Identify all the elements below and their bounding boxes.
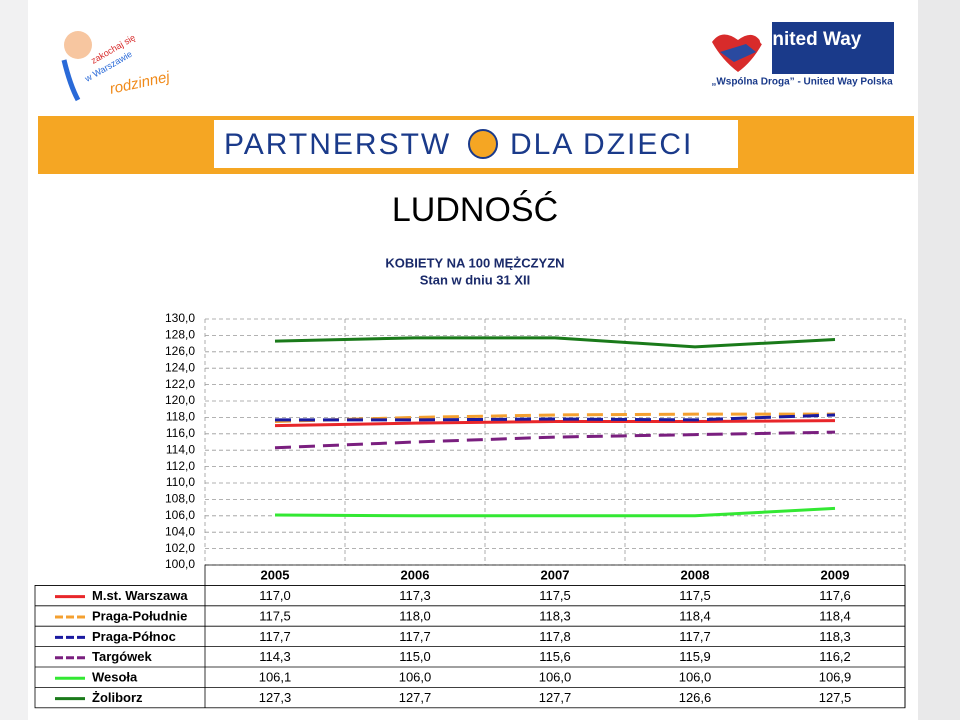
- legend-label: Żoliborz: [92, 690, 143, 705]
- series-line: [274, 430, 836, 450]
- side-band: [918, 0, 960, 720]
- y-tick-label: 100,0: [165, 557, 195, 571]
- table-value: 118,0: [399, 608, 431, 623]
- table-value: 116,2: [819, 649, 851, 664]
- table-value: 115,6: [539, 649, 571, 664]
- series-line: [274, 419, 836, 428]
- legend-label: M.st. Warszawa: [92, 588, 188, 603]
- y-tick-label: 108,0: [165, 492, 195, 506]
- series-line: [275, 413, 836, 422]
- banner-icon: [468, 129, 498, 159]
- table-value: 118,4: [819, 608, 851, 623]
- table-value: 118,3: [539, 608, 571, 623]
- table-value: 115,0: [399, 649, 431, 664]
- series-line: [274, 336, 836, 349]
- y-tick-label: 104,0: [165, 524, 195, 538]
- logo-hand: [720, 44, 756, 62]
- series-line: [274, 412, 835, 423]
- x-tick-label: 2009: [821, 568, 850, 583]
- logo-shape: [61, 59, 81, 102]
- y-tick-label: 126,0: [165, 344, 195, 358]
- table-value: 106,0: [399, 670, 432, 685]
- table-value: 118,4: [679, 608, 711, 623]
- legend-label: Targówek: [92, 649, 152, 664]
- table-value: 117,7: [259, 629, 291, 644]
- table-value: 117,6: [819, 588, 851, 603]
- chart-subtitle: Stan w dniu 31 XII: [420, 272, 531, 287]
- y-tick-label: 116,0: [166, 426, 195, 440]
- logo-shape: [64, 31, 92, 59]
- y-tick-label: 122,0: [165, 377, 195, 391]
- legend-label: Wesoła: [92, 670, 138, 685]
- y-tick-label: 128,0: [165, 328, 195, 342]
- y-tick-label: 124,0: [165, 360, 195, 374]
- y-tick-label: 114,0: [166, 442, 195, 456]
- table-value: 117,7: [399, 629, 431, 644]
- x-tick-label: 2008: [681, 568, 710, 583]
- logo-box: [772, 22, 894, 74]
- chart-title: LUDNOŚĆ: [392, 190, 558, 229]
- y-tick-label: 110,0: [166, 475, 195, 489]
- y-tick-label: 120,0: [165, 393, 195, 407]
- table-value: 127,5: [819, 690, 852, 705]
- banner-text: PARTNERSTW: [224, 128, 451, 161]
- table-value: 117,3: [399, 588, 431, 603]
- y-tick-label: 102,0: [165, 541, 195, 555]
- legend-label: Praga-Południe: [92, 608, 187, 623]
- banner-text: DLA DZIECI: [510, 128, 693, 161]
- logo-text: United Way: [759, 29, 862, 50]
- table-value: 106,1: [259, 670, 292, 685]
- x-tick-label: 2005: [261, 568, 290, 583]
- table-value: 117,7: [679, 629, 711, 644]
- x-tick-label: 2007: [541, 568, 570, 583]
- y-tick-label: 118,0: [166, 410, 195, 424]
- chart-subtitle: KOBIETY NA 100 MĘŻCZYZN: [385, 255, 564, 270]
- y-tick-label: 130,0: [165, 311, 195, 325]
- table-value: 106,0: [679, 670, 712, 685]
- table-value: 118,3: [819, 629, 851, 644]
- table-value: 117,8: [539, 629, 571, 644]
- logo-tagline: „Wspólna Droga” - United Way Polska: [711, 77, 893, 88]
- x-tick-label: 2006: [401, 568, 430, 583]
- table-value: 117,0: [259, 588, 291, 603]
- table-value: 115,9: [679, 649, 711, 664]
- table-value: 127,7: [399, 690, 432, 705]
- table-value: 117,5: [679, 588, 711, 603]
- table-value: 127,3: [259, 690, 292, 705]
- y-tick-label: 106,0: [165, 508, 195, 522]
- right-logo: United Way „Wspólna Droga” - United Way …: [711, 22, 894, 88]
- table-value: 117,5: [539, 588, 571, 603]
- y-tick-label: 112,0: [166, 459, 195, 473]
- legend-label: Praga-Północ: [92, 629, 176, 644]
- side-band: [0, 0, 28, 720]
- table-value: 114,3: [259, 649, 291, 664]
- table-value: 117,5: [259, 608, 291, 623]
- table-value: 126,6: [679, 690, 712, 705]
- series-line: [274, 506, 836, 518]
- table-value: 106,0: [539, 670, 572, 685]
- table-value: 106,9: [819, 670, 852, 685]
- table-value: 127,7: [539, 690, 572, 705]
